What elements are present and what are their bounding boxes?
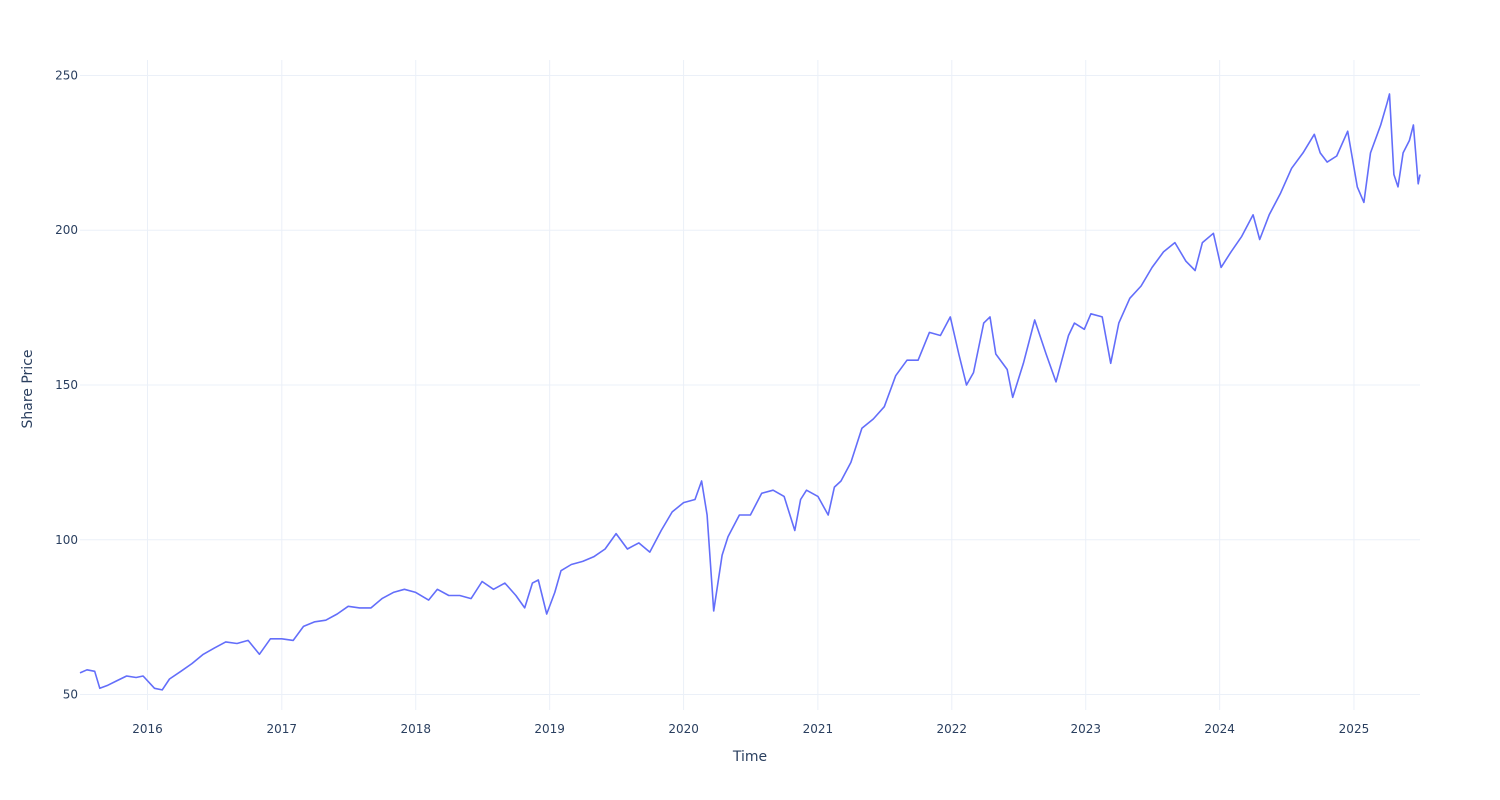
y-tick-label: 250 bbox=[55, 68, 78, 82]
x-tick-label: 2023 bbox=[1070, 722, 1101, 736]
y-tick-label: 50 bbox=[63, 688, 78, 702]
x-tick-label: 2017 bbox=[267, 722, 298, 736]
x-tick-label: 2018 bbox=[400, 722, 431, 736]
series-group bbox=[79, 93, 1421, 691]
x-tick-labels: 2016 2017 2018 2019 2020 2021 2022 2023 2024 2025 bbox=[132, 722, 1369, 736]
y-tick-label: 200 bbox=[55, 223, 78, 237]
x-tick-label: 2020 bbox=[668, 722, 699, 736]
y-tick-label: 150 bbox=[55, 378, 78, 392]
x-tick-label: 2022 bbox=[937, 722, 968, 736]
x-axis-title: Time bbox=[732, 749, 767, 765]
x-tick-label: 2021 bbox=[803, 722, 834, 736]
x-tick-label: 2025 bbox=[1339, 722, 1370, 736]
x-tick-label: 2024 bbox=[1204, 722, 1235, 736]
series-line bbox=[79, 93, 1421, 691]
y-gridlines bbox=[80, 74, 1420, 696]
y-tick-label: 100 bbox=[55, 533, 78, 547]
x-tick-label: 2019 bbox=[534, 722, 565, 736]
y-axis-title: Share Price bbox=[20, 349, 36, 428]
x-tick-label: 2016 bbox=[132, 722, 163, 736]
y-tick-labels: 50 100 150 200 250 bbox=[55, 68, 78, 701]
